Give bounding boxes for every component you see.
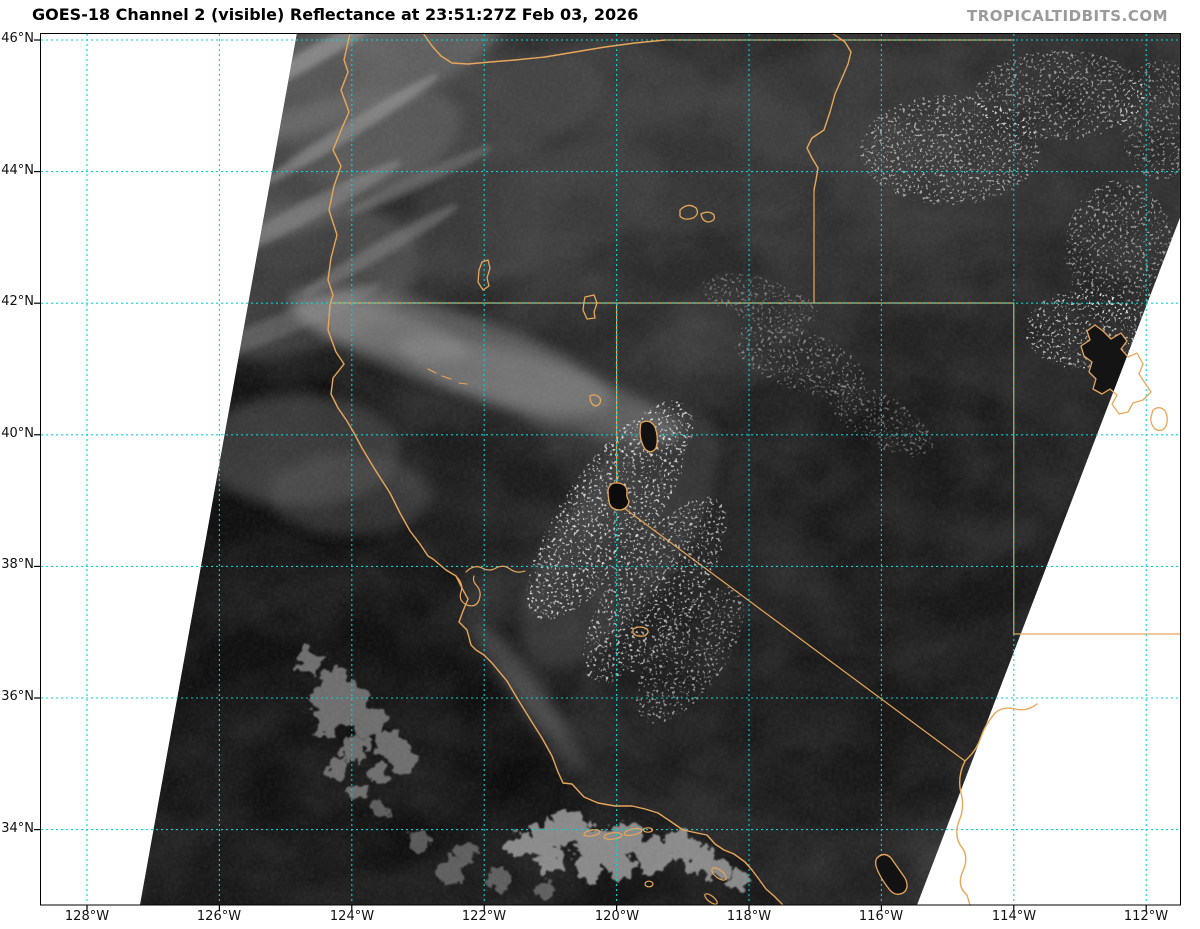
salton-sea <box>875 853 908 895</box>
lat-label-40n: 40°N <box>1 426 34 441</box>
utah-lake <box>1150 407 1168 432</box>
lon-label-114w: 114°W <box>991 909 1037 924</box>
lon-label-116w: 116°W <box>858 909 904 924</box>
lat-label-46n: 46°N <box>1 31 34 46</box>
sacramento-delta <box>465 565 526 573</box>
harney-lake <box>700 211 716 223</box>
pyramid-lake <box>639 420 658 453</box>
tick-marks <box>34 39 1147 911</box>
mono-lake <box>632 626 649 637</box>
lat-label-34n: 34°N <box>1 821 34 836</box>
lon-label-126w: 126°W <box>196 909 242 924</box>
lon-label-120w: 120°W <box>594 909 640 924</box>
page-title: GOES-18 Channel 2 (visible) Reflectance … <box>32 5 639 24</box>
lon-label-124w: 124°W <box>329 909 375 924</box>
columbia-river <box>422 32 666 65</box>
honey-lake <box>589 394 602 407</box>
satellite-swath <box>140 33 1181 905</box>
satellite-map-image <box>34 32 1182 911</box>
snake-river <box>806 32 852 191</box>
colorado-river <box>956 703 1038 906</box>
san-francisco-bay <box>455 575 481 607</box>
lon-label-118w: 118°W <box>726 909 772 924</box>
lat-label-36n: 36°N <box>1 689 34 704</box>
pacific-coastline <box>327 32 784 906</box>
lake-tahoe <box>607 482 630 511</box>
lon-label-128w: 128°W <box>64 909 110 924</box>
channel-islands <box>583 827 727 905</box>
great-salt-lake <box>1080 324 1152 415</box>
lat-label-44n: 44°N <box>1 163 34 178</box>
malheur-lake <box>679 204 699 220</box>
lon-label-112w: 112°W <box>1123 909 1169 924</box>
map-border <box>40 33 1181 906</box>
gridlines <box>41 34 1180 904</box>
shasta-trinity-lakes <box>427 368 468 385</box>
lat-label-42n: 42°N <box>1 294 34 309</box>
lat-label-38n: 38°N <box>1 557 34 572</box>
site-watermark: TROPICALTIDBITS.COM <box>967 7 1168 25</box>
lon-label-122w: 122°W <box>461 909 507 924</box>
border-ca-nv-diagonal <box>623 507 966 762</box>
upper-klamath-lake <box>477 259 491 291</box>
goose-lake <box>582 294 598 320</box>
